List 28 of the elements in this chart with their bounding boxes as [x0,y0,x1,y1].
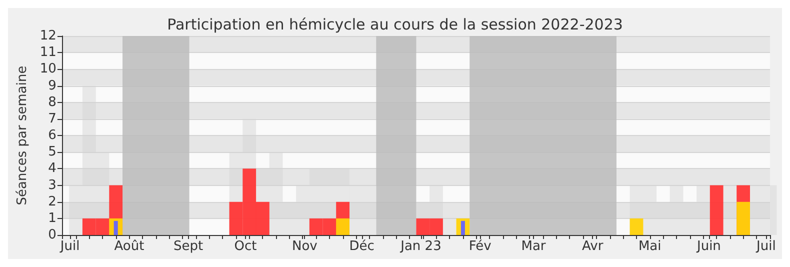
y-axis-title: Séances par semaine [15,66,30,206]
x-tick-label: Oct [234,239,257,254]
y-tick-label: 7 [48,111,56,126]
y-tick-label: 2 [48,194,56,210]
x-tick-label: Juil [59,239,80,254]
y-tick-label: 1 [48,210,56,226]
x-tick-label: Fév [468,239,492,254]
y-tick-label: 8 [48,94,56,110]
y-tick-label: 10 [40,62,56,77]
chart-title: Participation en hémicycle au cours de la session 2022-2023 [167,16,623,34]
x-tick-label: Jan 23 [400,239,442,254]
y-tick-label: 4 [48,161,56,176]
y-tick-label: 0 [48,228,56,242]
y-tick-label: 3 [48,178,56,193]
x-tick-label: Mai [638,239,662,254]
x-tick-label: Juil [756,239,776,254]
y-tick-label: 5 [48,144,56,160]
x-tick-label: Août [114,239,144,254]
x-tick-label: Juin [696,239,721,254]
x-tick-label: Sept [174,239,204,254]
y-tick-label: 11 [40,45,56,60]
x-tick-label: Avr [582,239,604,254]
y-tick-label: 6 [48,128,56,143]
y-tick-label: 9 [48,78,56,94]
x-tick-label: Déc [349,239,374,254]
x-tick-label: Nov [292,239,318,254]
y-tick-label: 12 [40,28,56,44]
x-tick-label: Mar [521,239,546,254]
